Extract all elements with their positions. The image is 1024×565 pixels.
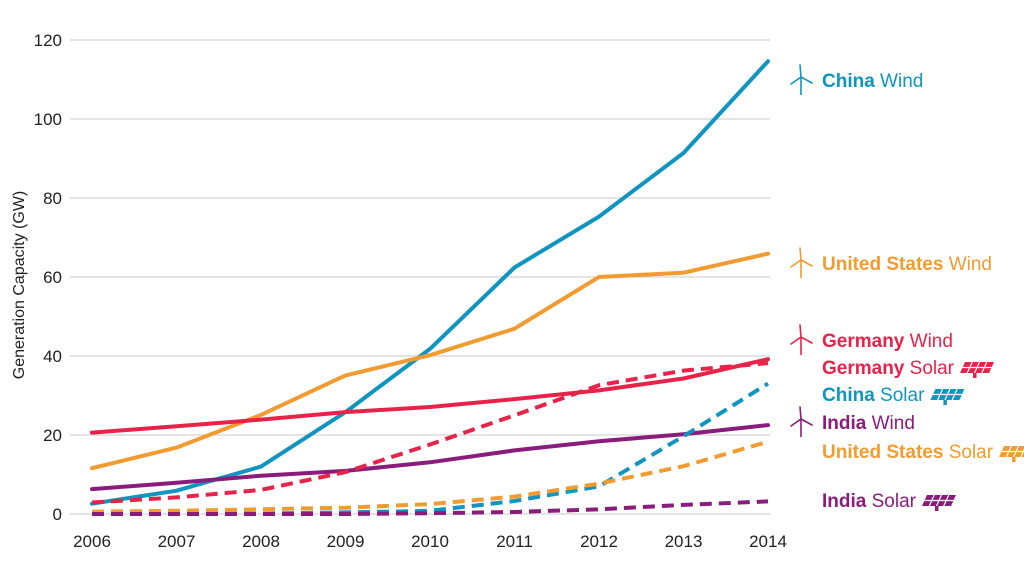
y-tick-label: 40 [43,347,62,366]
svg-text:India Solar: India Solar [822,491,917,512]
x-tick-label: 2010 [411,532,449,551]
series-label-india-wind: India Wind [790,406,915,437]
y-tick-label: 80 [43,189,62,208]
solar-panel-icon [921,494,956,511]
series-label-united-states-solar: United States Solar [822,442,1024,463]
series-line-united-states-solar [91,439,769,514]
svg-text:United States Solar: United States Solar [822,442,994,463]
series-line-germany-wind [90,357,770,435]
wind-turbine-icon [790,406,813,437]
y-tick-label: 60 [43,268,62,287]
series-label-kind: Solar [904,358,954,379]
svg-text:Germany Solar: Germany Solar [822,358,955,379]
svg-text:Germany Wind: Germany Wind [822,331,953,352]
solar-panel-icon [930,388,965,405]
y-tick-label: 100 [34,110,62,129]
series-label-kind: Wind [943,254,992,275]
series-label-kind: Solar [943,442,993,463]
y-axis-label: Generation Capacity (GW) [11,191,28,380]
wind-turbine-icon [790,324,813,355]
svg-text:China Wind: China Wind [822,71,923,92]
series-label-india-solar: India Solar [822,491,956,512]
y-tick-label: 120 [34,31,62,50]
x-tick-label: 2009 [327,532,365,551]
series-line-india-solar [92,499,769,516]
series-label-germany-wind: Germany Wind [790,324,953,355]
series-label-country: United States [822,254,943,275]
series-label-country: China [822,71,875,92]
series-line-germany-solar [91,361,769,505]
x-axis-ticks: 2006 2007 2008 2009 2010 2011 2012 2013 2014 [73,532,787,551]
series-label-kind: Solar [866,491,916,512]
svg-text:China Solar: China Solar [822,385,925,406]
series-label-country: Germany [822,358,905,379]
x-tick-label: 2013 [665,532,703,551]
x-tick-label: 2012 [580,532,618,551]
wind-turbine-icon [790,247,813,278]
x-tick-label: 2006 [73,532,111,551]
series-line-china-wind [90,59,770,506]
series-label-country: China [822,385,875,406]
series-label-china-wind: China Wind [790,64,923,95]
series-label-country: United States [822,442,943,463]
solar-panel-icon [960,361,995,378]
x-tick-label: 2008 [242,532,280,551]
svg-text:United States Wind: United States Wind [822,254,992,275]
series-line-china-solar [92,381,770,516]
solar-panel-icon [999,445,1024,462]
series-label-germany-solar: Germany Solar [822,358,995,379]
series-label-kind: Wind [904,331,953,352]
series-line-india-wind [90,423,770,492]
series-label-country: India [822,413,867,434]
gridlines [70,39,770,515]
series-label-united-states-wind: United States Wind [790,247,992,278]
series-label-kind: Solar [875,385,925,406]
series-label-china-solar: China Solar [822,385,965,406]
series-line-united-states-wind [90,251,770,471]
x-tick-label: 2011 [496,532,533,551]
series-label-country: India [822,491,867,512]
svg-text:India Wind: India Wind [822,413,915,434]
series-lines [90,59,770,516]
y-tick-label: 20 [43,426,62,445]
x-tick-label: 2014 [749,532,787,551]
series-label-kind: Wind [866,413,915,434]
series-label-kind: Wind [875,71,924,92]
y-tick-label: 0 [53,505,62,524]
series-label-country: Germany [822,331,905,352]
x-tick-label: 2007 [158,532,196,551]
y-axis-ticks: 0 20 40 60 80 100 120 [34,31,62,524]
wind-turbine-icon [790,64,813,95]
